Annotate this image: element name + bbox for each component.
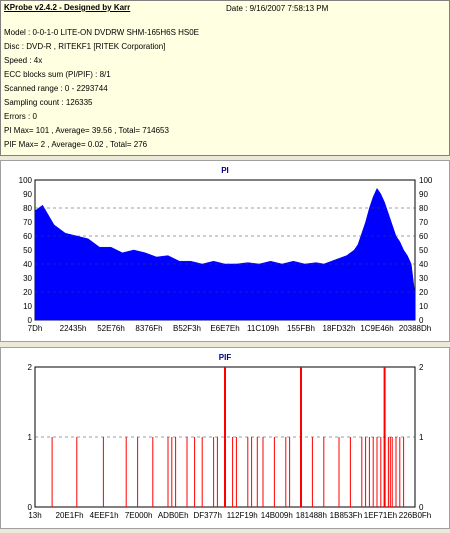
x-tick-label: 4EEF1h	[90, 511, 119, 520]
y-tick-label-right: 30	[419, 274, 428, 283]
x-tick-label: 20388Dh	[399, 324, 431, 333]
errors-line: Errors : 0	[4, 112, 37, 121]
x-tick-label: 7Dh	[28, 324, 43, 333]
y-tick-label-left: 0	[28, 503, 33, 512]
x-tick-label: B52F3h	[173, 324, 201, 333]
x-tick-label: 18FD32h	[323, 324, 356, 333]
pif-chart: PIF 0 0 1 1 2 2 13h 20E1Fh 4EEF1h 7E000h ADB0Eh DF37…	[28, 353, 432, 520]
disc-line: Disc : DVD-R , RITEKF1 [RITEK Corporatio…	[4, 42, 166, 51]
y-tick-label-right: 60	[419, 232, 428, 241]
x-tick-label: 181488h	[296, 511, 327, 520]
y-tick-label-right: 0	[419, 316, 424, 325]
y-tick-label-right: 10	[419, 302, 428, 311]
pi-summary-line: PI Max= 101 , Average= 39.56 , Total= 71…	[4, 126, 169, 135]
x-tick-label: DF377h	[193, 511, 221, 520]
y-tick-label-left: 40	[23, 260, 32, 269]
y-tick-label-left: 70	[23, 218, 32, 227]
app-title: KProbe v2.4.2 - Designed by Karr	[4, 3, 131, 12]
x-tick-label: 1B853Fh	[330, 511, 362, 520]
y-tick-label-left: 20	[23, 288, 32, 297]
y-tick-label-right: 40	[419, 260, 428, 269]
chart-title: PI	[221, 166, 229, 175]
y-tick-label-left: 100	[19, 176, 33, 185]
y-tick-label-right: 70	[419, 218, 428, 227]
x-tick-label: 13h	[28, 511, 41, 520]
info-panel: KProbe v2.4.2 - Designed by Karr Date : …	[0, 0, 450, 156]
y-tick-label-left: 80	[23, 204, 32, 213]
x-tick-label: 52E76h	[97, 324, 125, 333]
scan-date: Date : 9/16/2007 7:58:13 PM	[226, 4, 329, 13]
x-tick-label: 155FBh	[287, 324, 315, 333]
x-tick-label: E6E7Eh	[210, 324, 239, 333]
pif-summary-line: PIF Max= 2 , Average= 0.02 , Total= 276	[4, 140, 148, 149]
pi-series-area	[34, 187, 416, 321]
model-line: Model : 0-0-1-0 LITE-ON DVDRW SHM-165H6S…	[4, 28, 200, 37]
x-tick-label: 226B0Fh	[399, 511, 431, 520]
y-tick-label-left: 0	[28, 316, 33, 325]
y-tick-label-left: 60	[23, 232, 32, 241]
chart-title: PIF	[219, 353, 232, 362]
pi-chart: PI 0 0 10 10 20 20 30 30 40 40 50 50 60 60 70 70 80 80 90 90…	[19, 166, 433, 333]
y-tick-label-right: 100	[419, 176, 433, 185]
sampling-line: Sampling count : 126335	[4, 98, 93, 107]
range-line: Scanned range : 0 - 2293744	[4, 84, 108, 93]
x-tick-label: 20E1Fh	[56, 511, 84, 520]
speed-line: Speed : 4x	[4, 56, 43, 65]
y-tick-label-right: 80	[419, 204, 428, 213]
y-tick-label-right: 1	[419, 433, 424, 442]
x-tick-label: 8376Fh	[135, 324, 162, 333]
pif-chart-pane: PIF 0 0 1 1 2 2 13h 20E1Fh 4EEF1h 7E000h ADB0Eh DF37…	[0, 347, 450, 529]
y-tick-label-right: 50	[419, 246, 428, 255]
y-tick-label-left: 90	[23, 190, 32, 199]
x-tick-label: 7E000h	[125, 511, 153, 520]
x-tick-label: 22435h	[60, 324, 87, 333]
x-tick-label: ADB0Eh	[158, 511, 189, 520]
y-tick-label-right: 2	[419, 363, 424, 372]
y-tick-label-left: 10	[23, 302, 32, 311]
x-tick-label: 112F19h	[227, 511, 258, 520]
ecc-line: ECC blocks sum (PI/PIF) : 8/1	[4, 70, 111, 79]
x-tick-label: 1C9E46h	[360, 324, 393, 333]
x-tick-label: 11C109h	[247, 324, 279, 333]
x-tick-label: 14B009h	[261, 511, 293, 520]
x-tick-label: 1EF71Eh	[364, 511, 397, 520]
y-tick-label-right: 20	[419, 288, 428, 297]
y-tick-label-right: 0	[419, 503, 424, 512]
y-tick-label-right: 90	[419, 190, 428, 199]
pi-chart-pane: PI 0 0 10 10 20 20 30 30 40 40 50 50 60 60 70 70 80 80 90 90…	[0, 160, 450, 342]
y-tick-label-left: 30	[23, 274, 32, 283]
y-tick-label-left: 1	[28, 433, 33, 442]
y-tick-label-left: 50	[23, 246, 32, 255]
y-tick-label-left: 2	[28, 363, 33, 372]
